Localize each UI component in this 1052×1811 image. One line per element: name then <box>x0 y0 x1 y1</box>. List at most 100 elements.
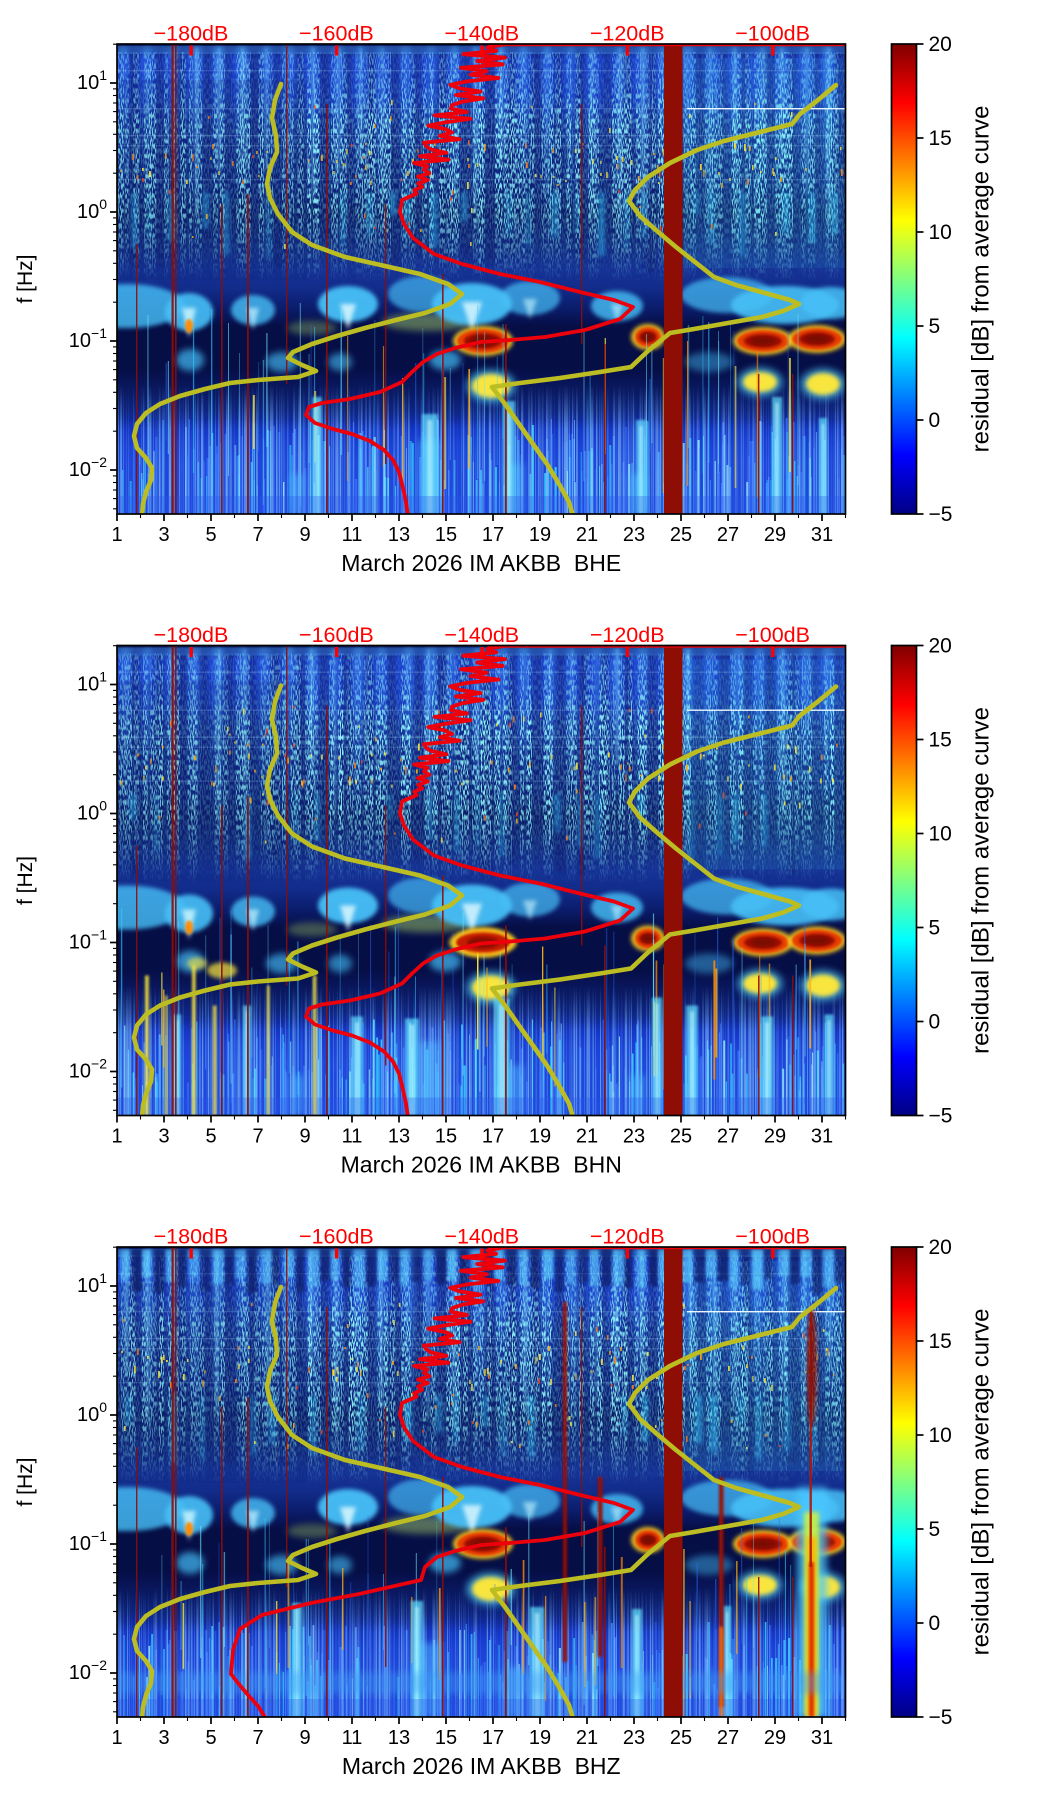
svg-text:1: 1 <box>111 524 122 546</box>
svg-text:15: 15 <box>929 1330 952 1353</box>
svg-text:−180dB: −180dB <box>154 623 229 647</box>
svg-text:100: 100 <box>77 1399 107 1426</box>
svg-text:−100dB: −100dB <box>735 22 810 46</box>
svg-text:17: 17 <box>482 1126 504 1148</box>
svg-text:21: 21 <box>576 524 598 546</box>
svg-text:−140dB: −140dB <box>444 623 519 647</box>
svg-text:11: 11 <box>342 1727 363 1749</box>
svg-text:15: 15 <box>929 127 952 150</box>
svg-text:3: 3 <box>158 1126 169 1148</box>
svg-text:5: 5 <box>929 1518 941 1541</box>
svg-text:5: 5 <box>205 1727 216 1749</box>
svg-text:31: 31 <box>811 524 833 546</box>
svg-text:10−2: 10−2 <box>69 454 107 481</box>
svg-text:29: 29 <box>764 524 786 546</box>
svg-text:23: 23 <box>623 524 645 546</box>
svg-text:−160dB: −160dB <box>299 1225 374 1249</box>
svg-text:residual [dB] from average cur: residual [dB] from average curve <box>968 707 995 1054</box>
svg-text:20: 20 <box>929 635 952 658</box>
svg-text:−180dB: −180dB <box>154 22 229 46</box>
svg-text:−5: −5 <box>929 503 953 526</box>
svg-text:f [Hz]: f [Hz] <box>14 856 37 905</box>
svg-text:−160dB: −160dB <box>299 623 374 647</box>
svg-text:11: 11 <box>342 524 363 546</box>
svg-text:101: 101 <box>77 67 107 94</box>
svg-text:0: 0 <box>929 409 941 432</box>
svg-text:15: 15 <box>435 1727 457 1749</box>
svg-text:19: 19 <box>529 524 551 546</box>
svg-text:10: 10 <box>929 823 952 846</box>
svg-text:9: 9 <box>299 1727 310 1749</box>
svg-text:3: 3 <box>158 524 169 546</box>
svg-text:10−1: 10−1 <box>69 325 107 352</box>
svg-text:9: 9 <box>299 1126 310 1148</box>
svg-text:7: 7 <box>252 1126 263 1148</box>
svg-text:21: 21 <box>576 1126 598 1148</box>
svg-text:1: 1 <box>111 1727 122 1749</box>
svg-text:−120dB: −120dB <box>590 623 665 647</box>
svg-text:31: 31 <box>811 1126 833 1148</box>
svg-text:10: 10 <box>929 221 952 244</box>
svg-text:20: 20 <box>929 1236 952 1259</box>
svg-text:23: 23 <box>623 1126 645 1148</box>
svg-text:−100dB: −100dB <box>735 623 810 647</box>
svg-text:20: 20 <box>929 33 952 56</box>
svg-text:3: 3 <box>158 1727 169 1749</box>
svg-text:9: 9 <box>299 524 310 546</box>
svg-text:−120dB: −120dB <box>590 22 665 46</box>
svg-text:5: 5 <box>205 1126 216 1148</box>
svg-text:17: 17 <box>482 1727 504 1749</box>
svg-text:10−2: 10−2 <box>69 1657 107 1684</box>
svg-text:15: 15 <box>929 729 952 752</box>
svg-text:residual [dB] from average cur: residual [dB] from average curve <box>968 1309 995 1656</box>
svg-text:−160dB: −160dB <box>299 22 374 46</box>
svg-text:13: 13 <box>388 1126 410 1148</box>
svg-text:27: 27 <box>717 524 739 546</box>
svg-text:7: 7 <box>252 524 263 546</box>
svg-text:−140dB: −140dB <box>444 22 519 46</box>
svg-text:f [Hz]: f [Hz] <box>14 254 37 303</box>
svg-text:f [Hz]: f [Hz] <box>14 1457 37 1506</box>
svg-text:13: 13 <box>388 524 410 546</box>
svg-text:10−1: 10−1 <box>69 927 107 954</box>
svg-text:25: 25 <box>670 524 692 546</box>
svg-text:−180dB: −180dB <box>154 1225 229 1249</box>
svg-text:−5: −5 <box>929 1706 953 1729</box>
svg-text:25: 25 <box>670 1727 692 1749</box>
svg-text:−100dB: −100dB <box>735 1225 810 1249</box>
svg-text:29: 29 <box>764 1126 786 1148</box>
svg-text:March 2026 IM AKBB BHE: March 2026 IM AKBB BHE <box>341 550 621 576</box>
svg-text:−120dB: −120dB <box>590 1225 665 1249</box>
svg-text:25: 25 <box>670 1126 692 1148</box>
svg-text:101: 101 <box>77 1270 107 1297</box>
svg-text:21: 21 <box>576 1727 598 1749</box>
svg-text:10−2: 10−2 <box>69 1056 107 1083</box>
svg-text:13: 13 <box>388 1727 410 1749</box>
svg-text:10: 10 <box>929 1424 952 1447</box>
svg-text:5: 5 <box>929 315 941 338</box>
svg-text:27: 27 <box>717 1126 739 1148</box>
svg-text:29: 29 <box>764 1727 786 1749</box>
svg-text:19: 19 <box>529 1126 551 1148</box>
svg-text:17: 17 <box>482 524 504 546</box>
svg-text:23: 23 <box>623 1727 645 1749</box>
svg-text:5: 5 <box>205 524 216 546</box>
svg-text:100: 100 <box>77 196 107 223</box>
svg-text:15: 15 <box>435 1126 457 1148</box>
svg-text:March 2026 IM AKBB BHZ: March 2026 IM AKBB BHZ <box>342 1753 621 1779</box>
svg-text:7: 7 <box>252 1727 263 1749</box>
svg-text:100: 100 <box>77 798 107 825</box>
svg-text:11: 11 <box>342 1126 363 1148</box>
svg-text:15: 15 <box>435 524 457 546</box>
svg-text:March 2026 IM AKBB BHN: March 2026 IM AKBB BHN <box>341 1152 622 1178</box>
svg-text:10−1: 10−1 <box>69 1528 107 1555</box>
svg-text:0: 0 <box>929 1011 941 1034</box>
svg-text:31: 31 <box>811 1727 833 1749</box>
svg-text:−140dB: −140dB <box>444 1225 519 1249</box>
svg-text:residual [dB] from average cur: residual [dB] from average curve <box>968 106 995 453</box>
svg-text:19: 19 <box>529 1727 551 1749</box>
svg-text:1: 1 <box>111 1126 122 1148</box>
svg-text:27: 27 <box>717 1727 739 1749</box>
svg-text:5: 5 <box>929 917 941 940</box>
svg-text:−5: −5 <box>929 1105 953 1128</box>
